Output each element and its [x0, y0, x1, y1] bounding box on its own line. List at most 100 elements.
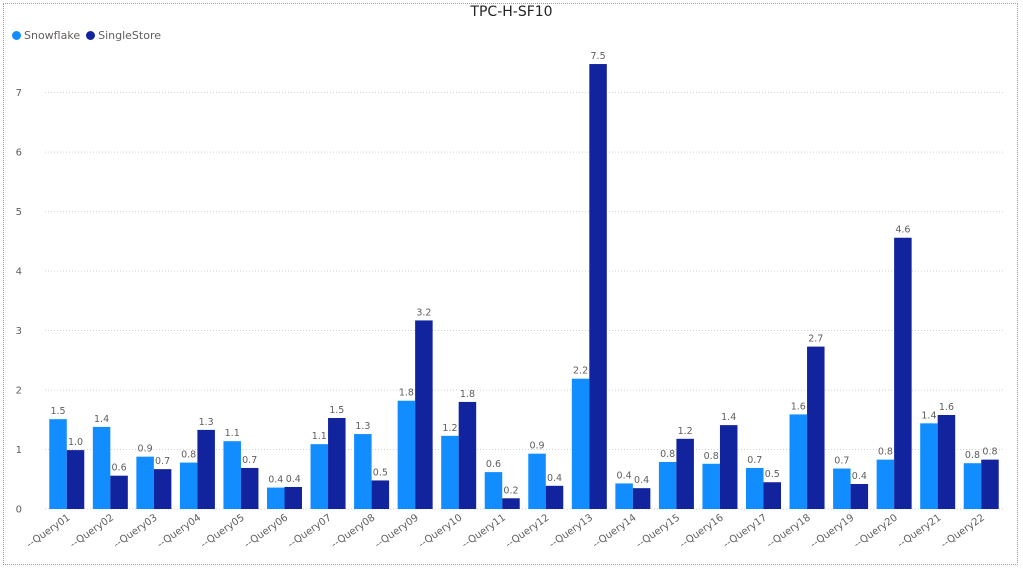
- bar[interactable]: [528, 453, 546, 509]
- bar[interactable]: [267, 487, 285, 509]
- bar[interactable]: [850, 484, 869, 509]
- x-tick-label: --Query07: [286, 512, 334, 550]
- bar[interactable]: [441, 435, 459, 509]
- data-label: 1.2: [678, 426, 693, 437]
- x-tick-label: --Query19: [808, 512, 856, 550]
- bar[interactable]: [763, 482, 782, 509]
- bar[interactable]: [615, 483, 633, 509]
- bar[interactable]: [415, 320, 433, 509]
- bar[interactable]: [963, 463, 982, 509]
- y-tick-label: 0: [16, 505, 22, 516]
- data-label: 1.3: [199, 417, 214, 428]
- data-label: 3.2: [416, 307, 431, 318]
- y-tick-label: 2: [16, 386, 22, 397]
- x-tick-label: --Query10: [417, 512, 465, 550]
- x-tick-label: --Query04: [155, 512, 203, 550]
- x-tick-label: --Query02: [68, 512, 116, 550]
- x-tick-label: --Query11: [460, 512, 508, 550]
- bar[interactable]: [920, 423, 938, 509]
- x-tick-label: --Query13: [547, 512, 595, 550]
- data-label: 0.8: [704, 451, 719, 462]
- bar[interactable]: [632, 488, 651, 509]
- data-label: 2.7: [808, 334, 823, 345]
- bar[interactable]: [789, 414, 808, 509]
- bar[interactable]: [197, 429, 215, 509]
- x-tick-label: --Query08: [329, 512, 377, 550]
- bar[interactable]: [571, 378, 590, 509]
- bar[interactable]: [937, 415, 956, 509]
- x-tick-label: --Query16: [678, 512, 726, 550]
- data-label: 0.7: [834, 456, 849, 467]
- x-tick-label: --Query17: [721, 512, 769, 550]
- bar[interactable]: [310, 444, 329, 509]
- bar[interactable]: [833, 468, 851, 509]
- data-label: 0.6: [486, 459, 501, 470]
- data-label: 0.6: [112, 463, 127, 474]
- x-tick-label: --Query01: [25, 512, 73, 550]
- data-label: 1.5: [50, 406, 65, 417]
- bar[interactable]: [397, 400, 416, 509]
- visual-frame: [3, 3, 1018, 565]
- legend-item-snowflake[interactable]: Snowflake: [12, 29, 80, 42]
- bar[interactable]: [719, 425, 738, 509]
- data-label: 1.0: [68, 437, 83, 448]
- data-label: 2.2: [573, 366, 588, 377]
- y-tick-label: 5: [16, 207, 22, 218]
- bar[interactable]: [110, 475, 128, 509]
- x-tick-label: --Query21: [896, 512, 944, 550]
- y-tick-label: 4: [16, 267, 22, 278]
- data-label: 1.4: [721, 412, 736, 423]
- data-label: 0.4: [547, 473, 562, 484]
- bar[interactable]: [676, 438, 694, 509]
- bar[interactable]: [354, 434, 372, 509]
- data-label: 0.8: [878, 447, 893, 458]
- data-label: 0.5: [373, 467, 388, 478]
- bar[interactable]: [502, 498, 520, 509]
- data-label: 1.4: [921, 410, 936, 421]
- bar[interactable]: [458, 401, 477, 509]
- legend-item-singlestore[interactable]: SingleStore: [86, 29, 161, 42]
- bar[interactable]: [328, 417, 346, 509]
- x-tick-label: --Query20: [852, 512, 900, 550]
- data-label: 1.1: [312, 431, 327, 442]
- data-label: 1.1: [225, 428, 240, 439]
- x-tick-label: --Query05: [199, 512, 247, 550]
- y-tick-label: 6: [16, 148, 22, 159]
- data-label: 1.3: [355, 421, 370, 432]
- data-label: 1.6: [939, 402, 954, 413]
- data-label: 0.5: [765, 469, 780, 480]
- data-label: 0.8: [965, 450, 980, 461]
- bar[interactable]: [179, 462, 198, 509]
- data-label: 0.8: [181, 450, 196, 461]
- bar[interactable]: [136, 456, 154, 509]
- bar[interactable]: [981, 459, 999, 509]
- bar[interactable]: [153, 469, 172, 509]
- bar[interactable]: [589, 64, 607, 510]
- legend-marker-singlestore: [86, 31, 96, 40]
- bar[interactable]: [49, 419, 67, 509]
- bar[interactable]: [66, 450, 85, 509]
- bar[interactable]: [484, 472, 503, 509]
- data-label: 0.4: [634, 475, 649, 486]
- bar[interactable]: [223, 441, 241, 509]
- data-label: 0.7: [747, 455, 762, 466]
- y-tick-label: 3: [16, 326, 22, 337]
- data-label: 1.2: [442, 423, 457, 434]
- data-label: 0.7: [242, 455, 257, 466]
- data-label: 1.8: [399, 388, 414, 399]
- bar[interactable]: [240, 467, 259, 509]
- bar[interactable]: [746, 467, 764, 509]
- bar[interactable]: [894, 237, 912, 509]
- bar[interactable]: [92, 426, 111, 509]
- bar[interactable]: [807, 346, 825, 509]
- bar[interactable]: [876, 459, 895, 509]
- chart-title: TPC-H-SF10: [470, 4, 553, 20]
- bar[interactable]: [371, 480, 390, 509]
- bar[interactable]: [702, 463, 720, 509]
- data-label: 1.4: [94, 414, 109, 425]
- bar[interactable]: [658, 462, 677, 509]
- bar[interactable]: [545, 485, 564, 509]
- bar[interactable]: [284, 486, 303, 509]
- x-tick-label: --Query12: [504, 512, 552, 550]
- legend[interactable]: Snowflake SingleStore: [12, 29, 167, 42]
